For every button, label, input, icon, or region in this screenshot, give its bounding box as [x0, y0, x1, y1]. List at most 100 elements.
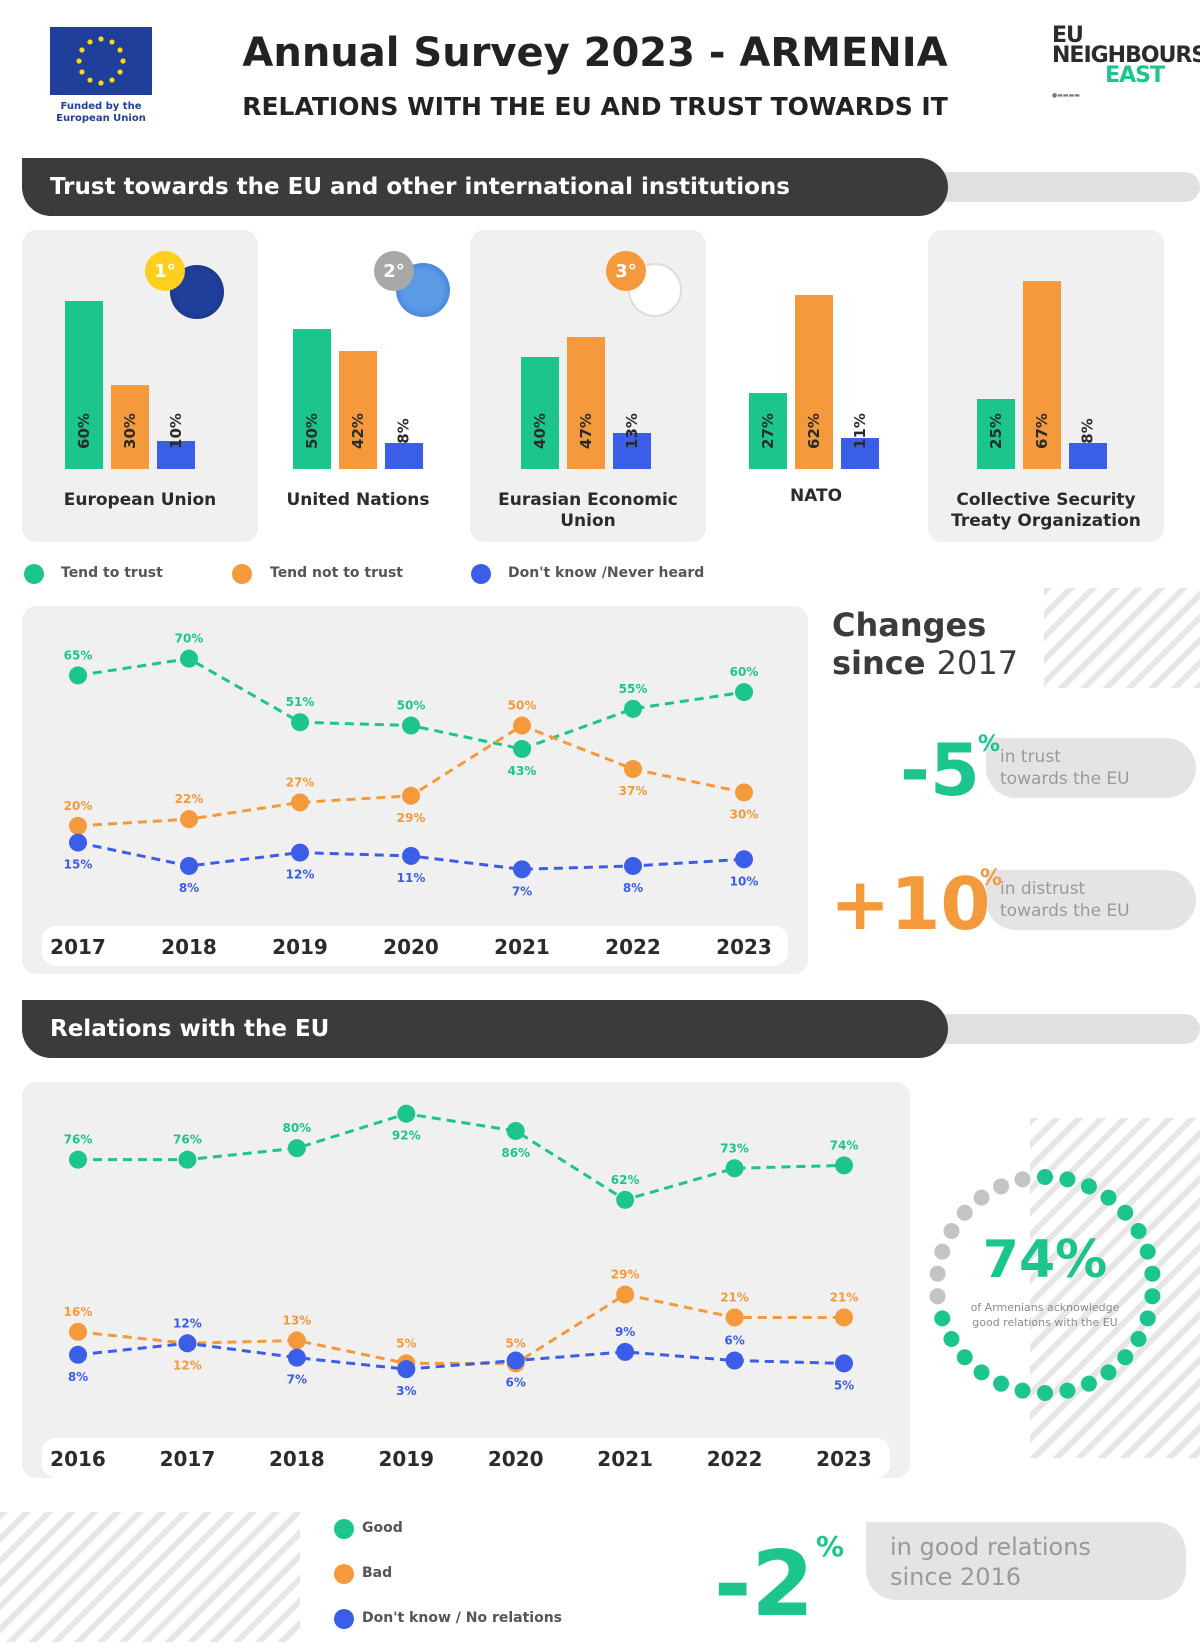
data-label: 11% — [397, 871, 426, 885]
bar-value-text: 30% — [121, 413, 139, 449]
eu-star-icon — [120, 58, 126, 64]
bar-value-label: 50% — [293, 401, 331, 461]
data-label: 5% — [506, 1336, 526, 1350]
ring-dot — [943, 1223, 960, 1239]
data-label: 29% — [611, 1268, 640, 1282]
rank-3-badge: 3° — [606, 251, 646, 291]
bar-value-label: 11% — [841, 401, 879, 461]
data-label: 7% — [512, 884, 532, 898]
data-point — [287, 1348, 306, 1367]
ring-dot — [956, 1349, 973, 1366]
ring-dot — [1080, 1375, 1097, 1392]
data-label: 74% — [830, 1138, 859, 1152]
data-point — [835, 1156, 853, 1175]
relations-trend-panel — [22, 1082, 910, 1478]
bar-tend-not-to-trust: 30% — [111, 385, 149, 469]
trust-change-note: in trust towards the EU — [986, 738, 1196, 798]
legend-trust-dot — [24, 564, 44, 584]
legend-not-trust-dot — [232, 564, 252, 584]
funded-by-label: Funded by the European Union — [56, 101, 146, 124]
data-point — [506, 1121, 525, 1140]
bar-tend-not-to-trust: 67% — [1023, 281, 1061, 469]
data-point — [180, 649, 198, 668]
good-relations-note: of Armenians acknowledge good relations … — [955, 1300, 1135, 1330]
data-label: 43% — [508, 764, 537, 778]
legend-bad-dot — [334, 1564, 354, 1584]
data-point — [735, 850, 753, 869]
data-point — [397, 1360, 416, 1379]
data-point — [287, 1331, 306, 1350]
data-point — [69, 1345, 87, 1364]
data-label: 8% — [68, 1370, 88, 1384]
bar-value-text: 8% — [395, 418, 413, 444]
bar-value-label: 25% — [977, 401, 1015, 461]
distrust-change-value: +10 — [830, 862, 991, 946]
data-label: 12% — [173, 1358, 202, 1372]
bar-value-label: 62% — [795, 401, 833, 461]
ring-dot — [956, 1204, 973, 1221]
trust-trend-chart: 2017 2018 2019 2020 2021 2022 2023 65% 70% 51% 50%… — [42, 632, 788, 966]
eu-star-icon — [87, 39, 93, 45]
bar-tend-to-trust: 25% — [977, 399, 1015, 469]
page-title: Annual Survey 2023 - ARMENIA — [242, 30, 948, 76]
good-relations-pct: 74% — [982, 1230, 1108, 1290]
data-label: 3% — [396, 1384, 416, 1398]
data-label: 6% — [506, 1376, 526, 1390]
bar-tend-to-trust: 60% — [65, 301, 103, 469]
eu-star-icon — [117, 47, 123, 53]
data-point — [397, 1104, 416, 1123]
ring-dot — [1130, 1223, 1147, 1239]
ring-dot — [1014, 1382, 1031, 1399]
trust-change-pct: % — [978, 732, 1001, 757]
good-relations-change-note: in good relations since 2016 — [866, 1522, 1186, 1600]
trust-change-value: -5 — [900, 728, 980, 812]
data-label: 20% — [64, 799, 93, 813]
data-point — [513, 716, 531, 735]
data-label: 21% — [720, 1290, 749, 1304]
institution-name: Collective Security Treaty Organization — [951, 490, 1141, 531]
data-point — [178, 1334, 197, 1353]
section-relations-title: Relations with the EU — [50, 1016, 330, 1042]
bar-value-text: 62% — [805, 413, 823, 449]
legend-no-relations-label: Don't know / No relations — [362, 1610, 563, 1626]
bar-value-text: 40% — [531, 413, 549, 449]
changes-title-year: 2017 — [936, 644, 1019, 682]
data-point — [735, 683, 753, 702]
series-line-good — [78, 1112, 845, 1202]
ring-dot — [1037, 1169, 1053, 1185]
eu-star-icon — [79, 69, 85, 75]
ring-dot — [1059, 1382, 1076, 1399]
data-label: 92% — [392, 1129, 421, 1143]
section-relations-header: Relations with the EU — [22, 1000, 948, 1058]
section-trust-header: Trust towards the EU and other internati… — [22, 158, 948, 216]
bar-don-t-know-never-heard: 13% — [613, 413, 651, 469]
x-tick-label: 2021 — [597, 1447, 653, 1471]
legend-not-trust-label: Tend not to trust — [270, 565, 403, 581]
data-point — [624, 856, 642, 875]
logo-line-3: EAST — [1105, 63, 1165, 88]
hatch-decoration — [1044, 588, 1200, 688]
data-label: 9% — [615, 1325, 635, 1339]
x-axis-strip — [42, 1438, 890, 1478]
changes-title-line1: Changes — [832, 606, 987, 644]
bar-value-label: 60% — [65, 401, 103, 461]
data-point — [616, 1190, 635, 1209]
x-tick-label: 2016 — [50, 1447, 106, 1471]
logo-line-1: EU — [1052, 23, 1084, 48]
ring-dot — [993, 1178, 1010, 1195]
data-point — [624, 760, 642, 779]
bar-tend-to-trust: 27% — [749, 393, 787, 469]
data-point — [725, 1159, 744, 1178]
data-point — [725, 1308, 744, 1327]
data-point — [402, 716, 420, 735]
data-label: 12% — [286, 868, 315, 882]
bar-value-text: 11% — [851, 413, 869, 449]
legend-bad-label: Bad — [362, 1565, 393, 1581]
data-label: 73% — [720, 1141, 749, 1155]
bar-value-label: 42% — [339, 401, 377, 461]
distrust-change-note-line1: in distrust — [1000, 879, 1086, 899]
data-label: 22% — [175, 792, 204, 806]
data-point — [616, 1342, 635, 1361]
data-point — [69, 1322, 87, 1341]
data-point — [835, 1308, 853, 1327]
